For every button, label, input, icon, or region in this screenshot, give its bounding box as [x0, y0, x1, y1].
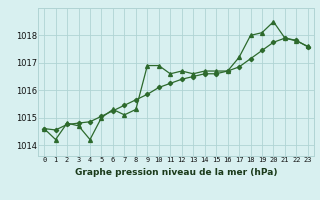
X-axis label: Graphe pression niveau de la mer (hPa): Graphe pression niveau de la mer (hPa) — [75, 168, 277, 177]
